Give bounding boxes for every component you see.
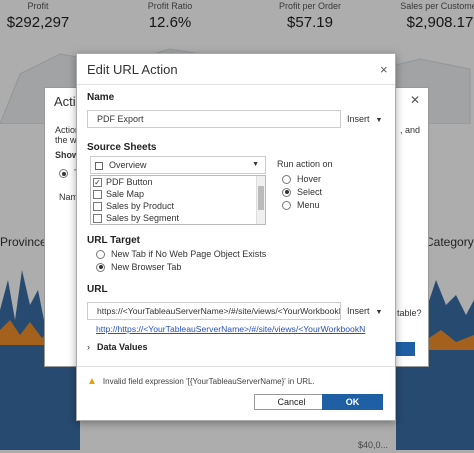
- kpi-value: $292,297: [6, 14, 70, 31]
- sheets-icon: [95, 161, 103, 170]
- ok-button[interactable]: OK: [322, 394, 383, 410]
- cancel-button[interactable]: Cancel: [254, 394, 329, 410]
- checkbox[interactable]: [93, 201, 102, 211]
- warning-icon: ▲: [87, 376, 97, 387]
- radio-button[interactable]: [282, 174, 291, 184]
- url-target-label: URL Target: [87, 235, 140, 246]
- axis-label: $40,0...: [358, 440, 389, 450]
- url-insert-dropdown[interactable]: Insert ▼: [347, 306, 383, 316]
- actions-dialog-title: Actio: [54, 94, 83, 109]
- radio-button[interactable]: [96, 262, 105, 272]
- kpi-label: Profit: [27, 1, 49, 11]
- close-icon[interactable]: ×: [380, 62, 388, 77]
- name-input[interactable]: PDF Export: [87, 110, 341, 128]
- sheet-item[interactable]: Sales by Product: [91, 200, 265, 212]
- kpi-value: $57.19: [287, 14, 333, 31]
- run-action-label: Run action on: [277, 159, 333, 169]
- chevron-down-icon: ▼: [375, 309, 383, 316]
- url-preview-link[interactable]: http://https://<YourTableauServerName>/#…: [96, 324, 366, 334]
- kpi-profit: Profit $292,297: [0, 0, 76, 31]
- run-option-select[interactable]: Select: [282, 187, 322, 197]
- checkbox[interactable]: ✓: [93, 177, 102, 187]
- chevron-right-icon: ›: [87, 342, 90, 352]
- chevron-down-icon: ▼: [252, 161, 259, 168]
- checkbox[interactable]: [93, 189, 102, 199]
- sheet-item[interactable]: Sale Map: [91, 188, 265, 200]
- bg-editable-text: table?: [397, 308, 422, 318]
- scrollbar[interactable]: [256, 176, 265, 224]
- kpi-sales-per-customer: Sales per Customer $2,908.17: [400, 0, 474, 31]
- target-option-new-tab[interactable]: New Tab if No Web Page Object Exists: [96, 249, 266, 259]
- source-dropdown[interactable]: Overview ▼: [90, 156, 266, 174]
- kpi-profit-per-order: Profit per Order $57.19: [270, 0, 350, 31]
- name-insert-dropdown[interactable]: Insert ▼: [347, 114, 383, 124]
- source-sheets-label: Source Sheets: [87, 142, 157, 153]
- bg-text: Action: [55, 125, 81, 135]
- chevron-down-icon: ▼: [375, 117, 383, 124]
- bg-column-header: Nam: [59, 192, 79, 202]
- target-option-browser-tab[interactable]: New Browser Tab: [96, 262, 181, 272]
- sheet-item[interactable]: ✓ PDF Button: [93, 177, 153, 187]
- radio-button[interactable]: [282, 200, 291, 210]
- data-values-expander[interactable]: › Data Values: [87, 342, 148, 352]
- bg-text: the w: [55, 135, 77, 145]
- bg-text: , and: [400, 125, 421, 135]
- name-label: Name: [87, 92, 115, 103]
- sheets-list: ✓ PDF Button Sale Map Sales by Product Sa…: [90, 175, 266, 225]
- dialog-title: Edit URL Action: [87, 62, 178, 77]
- run-option-hover[interactable]: Hover: [282, 174, 321, 184]
- radio-button[interactable]: [96, 249, 105, 259]
- kpi-label: Profit per Order: [278, 1, 342, 11]
- radio-button[interactable]: [282, 187, 291, 197]
- bg-show-label: Show: [55, 150, 79, 160]
- kpi-label: Profit Ratio: [147, 1, 193, 11]
- url-label: URL: [87, 284, 108, 295]
- sheet-item[interactable]: Sales by Segment: [91, 212, 265, 224]
- provinces-label: Provinces:: [0, 235, 57, 249]
- kpi-profit-ratio: Profit Ratio 12.6%: [128, 0, 212, 31]
- kpi-label: Sales per Customer: [400, 1, 474, 11]
- close-icon[interactable]: ✕: [409, 93, 420, 107]
- divider: [77, 84, 395, 85]
- run-option-menu[interactable]: Menu: [282, 200, 320, 210]
- kpi-value: $2,908.17: [406, 14, 474, 31]
- divider: [77, 366, 395, 367]
- scrollbar-thumb[interactable]: [258, 186, 264, 210]
- url-input[interactable]: https://<YourTableauServerName>/#/site/v…: [87, 302, 341, 320]
- edit-url-action-dialog: Edit URL Action × Name PDF Export Insert…: [76, 53, 396, 421]
- checkbox[interactable]: [93, 213, 102, 223]
- kpi-value: 12.6%: [148, 14, 192, 31]
- warning-message: ▲ Invalid field expression '[{YourTableau…: [87, 376, 315, 387]
